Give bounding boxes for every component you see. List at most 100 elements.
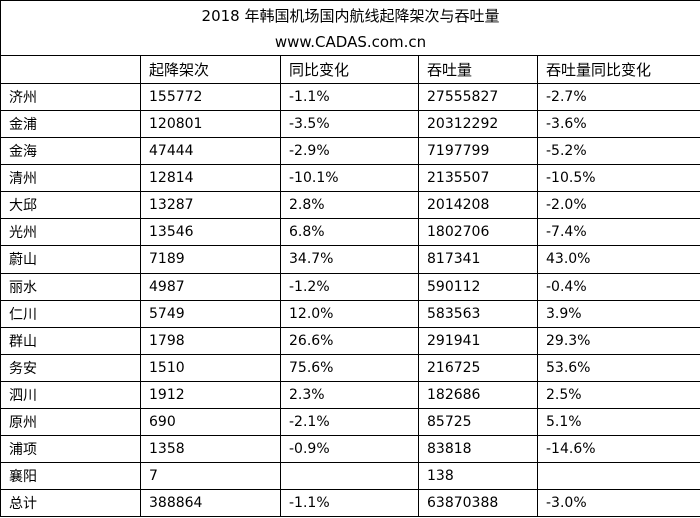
header-cell: 吞吐量同比变化 xyxy=(536,55,700,85)
cell: -1.1% xyxy=(280,83,419,112)
cell: 155772 xyxy=(140,83,281,112)
airport-name: 群山 xyxy=(0,326,141,355)
cell: 2.3% xyxy=(280,380,419,409)
cell: 27555827 xyxy=(418,83,538,112)
table-row: 襄阳 7 138 xyxy=(0,461,700,490)
cell: 690 xyxy=(140,407,281,436)
table-row: 丽水 4987 -1.2% 590112 -0.4% xyxy=(0,272,700,301)
cell: -3.0% xyxy=(536,488,700,518)
cell: 138 xyxy=(418,461,538,490)
table-row: 浦项 1358 -0.9% 83818 -14.6% xyxy=(0,434,700,463)
airport-name: 大邱 xyxy=(0,191,141,220)
cell: -1.1% xyxy=(280,488,419,518)
cell: 291941 xyxy=(418,326,538,355)
table-row: 清州 12814 -10.1% 2135507 -10.5% xyxy=(0,164,700,193)
cell: 120801 xyxy=(140,110,281,139)
cell: 216725 xyxy=(418,353,538,382)
cell: 5.1% xyxy=(536,407,700,436)
cell: 47444 xyxy=(140,137,281,166)
cell: 1358 xyxy=(140,434,281,463)
header-cell xyxy=(0,55,141,85)
airport-name: 济州 xyxy=(0,83,141,112)
cell: 1510 xyxy=(140,353,281,382)
cell: -1.2% xyxy=(280,272,419,301)
cell: 53.6% xyxy=(536,353,700,382)
cell: -5.2% xyxy=(536,137,700,166)
cell: -2.7% xyxy=(536,83,700,112)
cell: 43.0% xyxy=(536,245,700,274)
airport-name: 蔚山 xyxy=(0,245,141,274)
airport-name: 务安 xyxy=(0,353,141,382)
cell: -14.6% xyxy=(536,434,700,463)
cell xyxy=(536,461,700,490)
cell: 75.6% xyxy=(280,353,419,382)
cell: 29.3% xyxy=(536,326,700,355)
cell: 2.5% xyxy=(536,380,700,409)
cell: 26.6% xyxy=(280,326,419,355)
cell: 4987 xyxy=(140,272,281,301)
table-row: 大邱 13287 2.8% 2014208 -2.0% xyxy=(0,191,700,220)
table-row: 蔚山 7189 34.7% 817341 43.0% xyxy=(0,245,700,274)
cell: 85725 xyxy=(418,407,538,436)
airport-name: 襄阳 xyxy=(0,461,141,490)
cell: 2.8% xyxy=(280,191,419,220)
cell: 182686 xyxy=(418,380,538,409)
cell: 388864 xyxy=(140,488,281,518)
cell: -2.9% xyxy=(280,137,419,166)
table-row: 金浦 120801 -3.5% 20312292 -3.6% xyxy=(0,110,700,139)
airport-name: 浦项 xyxy=(0,434,141,463)
table-row: 光州 13546 6.8% 1802706 -7.4% xyxy=(0,218,700,247)
table-row: 仁川 5749 12.0% 583563 3.9% xyxy=(0,299,700,328)
cell: 6.8% xyxy=(280,218,419,247)
cell: 3.9% xyxy=(536,299,700,328)
cell: 12.0% xyxy=(280,299,419,328)
header-cell: 起降架次 xyxy=(140,55,281,85)
cell: -7.4% xyxy=(536,218,700,247)
table-row: 原州 690 -2.1% 85725 5.1% xyxy=(0,407,700,436)
cell: -0.4% xyxy=(536,272,700,301)
cell: 7197799 xyxy=(418,137,538,166)
title-row: 2018 年韩国机场国内航线起降架次与吞吐量 xyxy=(0,0,700,30)
cell: 7 xyxy=(140,461,281,490)
airport-name: 泗川 xyxy=(0,380,141,409)
title: 2018 年韩国机场国内航线起降架次与吞吐量 xyxy=(0,0,700,30)
cell: -2.1% xyxy=(280,407,419,436)
table-row: 总计 388864 -1.1% 63870388 -3.0% xyxy=(0,488,700,518)
cell xyxy=(280,461,419,490)
cell: -3.5% xyxy=(280,110,419,139)
cell: 1912 xyxy=(140,380,281,409)
airport-name: 金海 xyxy=(0,137,141,166)
cell: 63870388 xyxy=(418,488,538,518)
cell: 13546 xyxy=(140,218,281,247)
cell: 817341 xyxy=(418,245,538,274)
airport-name: 清州 xyxy=(0,164,141,193)
header-cell: 吞吐量 xyxy=(418,55,538,85)
airport-name: 丽水 xyxy=(0,272,141,301)
cell: 590112 xyxy=(418,272,538,301)
cell: 1802706 xyxy=(418,218,538,247)
cell: 1798 xyxy=(140,326,281,355)
cell: 20312292 xyxy=(418,110,538,139)
airport-name: 总计 xyxy=(0,488,141,518)
cell: 34.7% xyxy=(280,245,419,274)
cell: 7189 xyxy=(140,245,281,274)
cell: 583563 xyxy=(418,299,538,328)
cell: 13287 xyxy=(140,191,281,220)
cell: 12814 xyxy=(140,164,281,193)
table-row: 群山 1798 26.6% 291941 29.3% xyxy=(0,326,700,355)
airport-name: 光州 xyxy=(0,218,141,247)
cell: -2.0% xyxy=(536,191,700,220)
cell: -3.6% xyxy=(536,110,700,139)
header-row: 起降架次 同比变化 吞吐量 吞吐量同比变化 xyxy=(0,55,700,85)
cell: 83818 xyxy=(418,434,538,463)
cell: -0.9% xyxy=(280,434,419,463)
table-row: 务安 1510 75.6% 216725 53.6% xyxy=(0,353,700,382)
airport-name: 原州 xyxy=(0,407,141,436)
subtitle-row: www.CADAS.com.cn xyxy=(0,29,700,57)
header-cell: 同比变化 xyxy=(280,55,419,85)
airport-name: 金浦 xyxy=(0,110,141,139)
cell: -10.1% xyxy=(280,164,419,193)
